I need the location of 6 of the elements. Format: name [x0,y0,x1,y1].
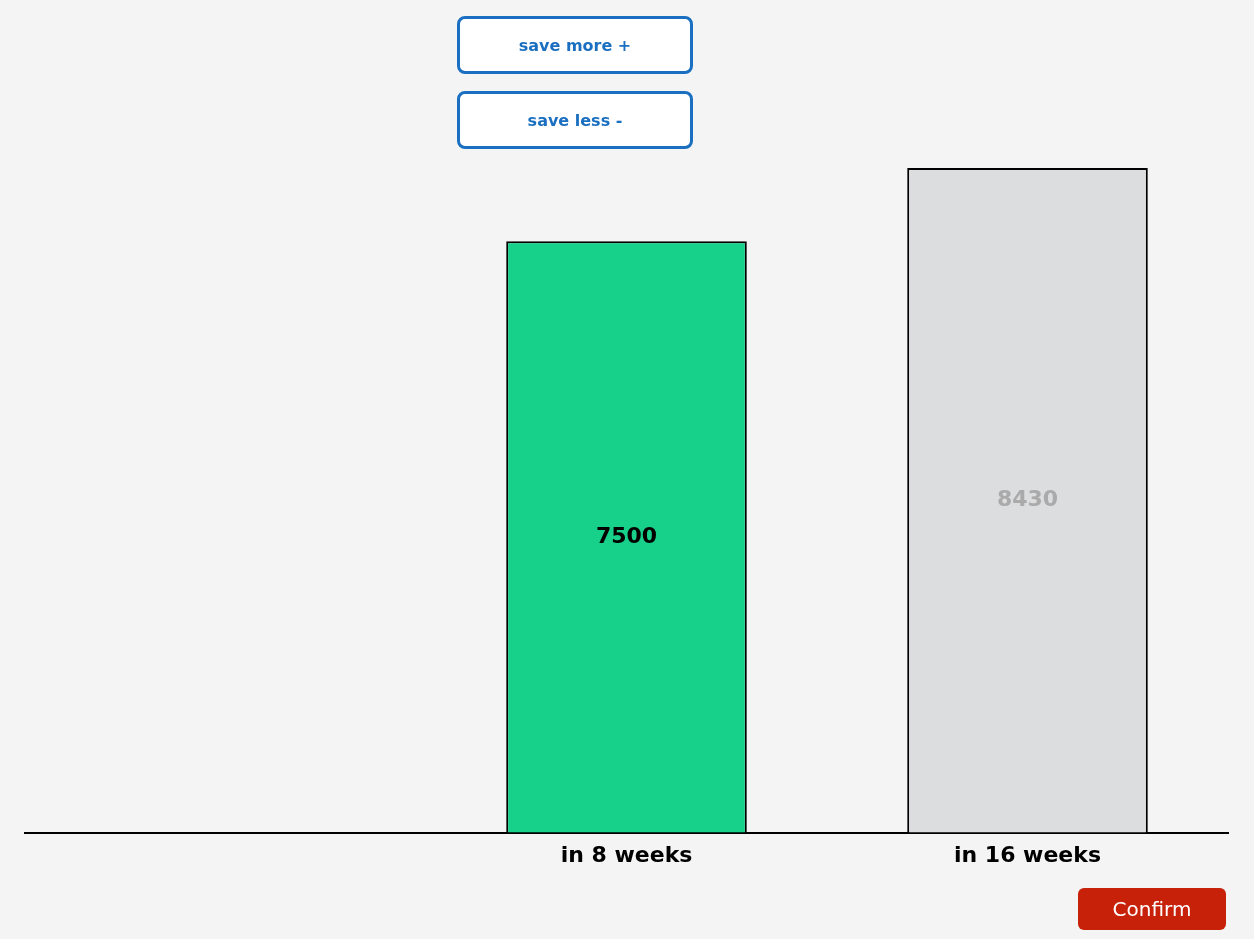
decrease-button: save less - [457,91,693,149]
x-tick-label: in 16 weeks [953,841,1102,867]
x-tick-label: in 8 weeks [560,841,693,867]
confirm-button: Confirm [1078,888,1226,930]
data-label: 7500 [595,522,658,548]
increase-button: save more + [457,16,693,74]
